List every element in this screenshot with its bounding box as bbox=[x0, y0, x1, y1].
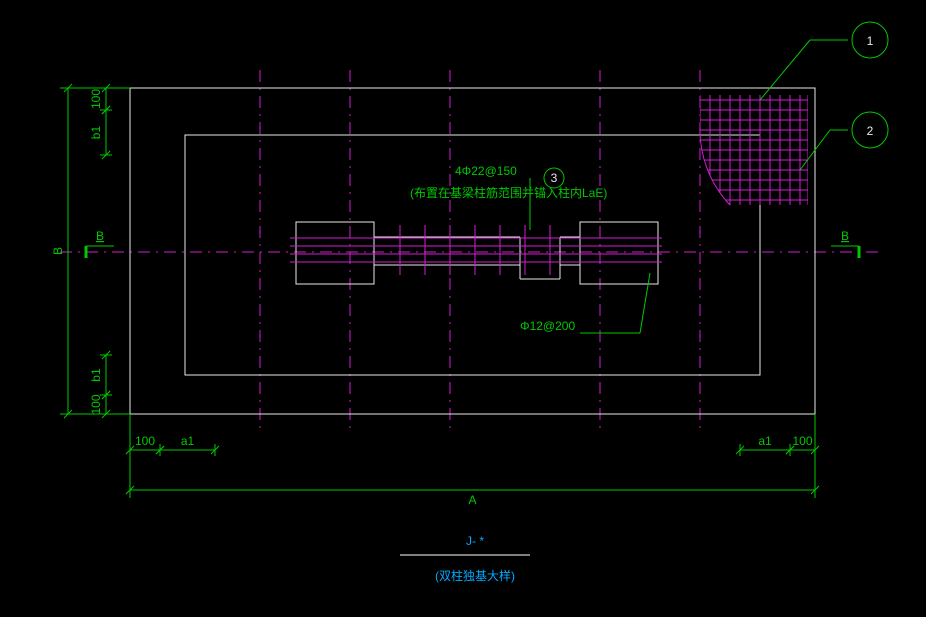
drawing-title: J- * bbox=[466, 534, 484, 548]
canvas-bg bbox=[0, 0, 926, 617]
rebar-spec: Φ12@200 bbox=[520, 319, 575, 333]
dim-label: A bbox=[468, 493, 476, 507]
dim-label: a1 bbox=[181, 434, 195, 448]
dim-label: B bbox=[51, 247, 65, 255]
callout-number: 2 bbox=[867, 124, 874, 138]
dim-label: b1 bbox=[89, 368, 103, 382]
drawing-subtitle: (双柱独基大样) bbox=[435, 568, 515, 583]
callout-number: 1 bbox=[867, 34, 874, 48]
section-mark: B bbox=[96, 229, 104, 243]
dim-label: 100 bbox=[89, 394, 103, 414]
section-mark: B bbox=[841, 229, 849, 243]
cad-drawing: B 100 b1 b1 100 A 100 a1 a1 100 B B 1 2 3 4Φ22@150 (布置在基… bbox=[0, 0, 926, 617]
dim-label: a1 bbox=[758, 434, 772, 448]
rebar-spec: 4Φ22@150 bbox=[455, 164, 517, 178]
dim-label: 100 bbox=[89, 89, 103, 109]
rebar-note: (布置在基梁柱筋范围并锚入柱内LaE) bbox=[410, 185, 607, 200]
dim-label: b1 bbox=[89, 126, 103, 140]
dim-label: 100 bbox=[792, 434, 812, 448]
callout-number: 3 bbox=[551, 171, 558, 185]
dim-label: 100 bbox=[135, 434, 155, 448]
